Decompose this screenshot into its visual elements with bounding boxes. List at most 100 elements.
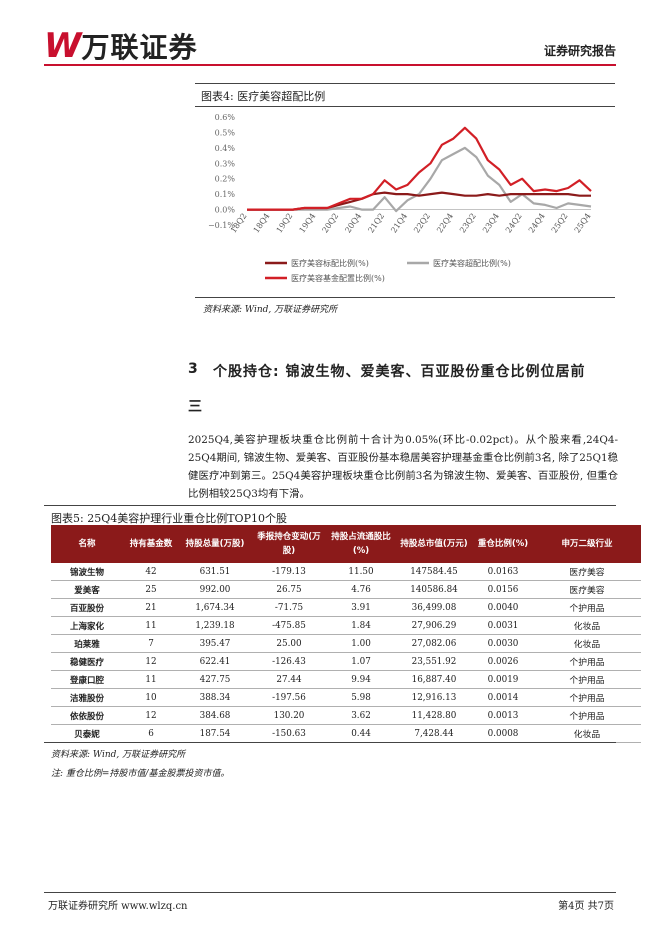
table-cell: 25.00 — [251, 634, 327, 653]
footer-org: 万联证券研究所 www.wlzq.cn — [48, 901, 188, 912]
series-line — [247, 126, 592, 211]
legend-label: 医疗美容超配比例(%) — [433, 258, 511, 268]
table-header-cell: 持股总市值(万元) — [395, 525, 473, 563]
table-cell: 个护用品 — [533, 598, 641, 617]
stock-name-cell: 珀莱雅 — [51, 634, 123, 653]
x-tick-label: 20Q2 — [320, 212, 340, 235]
x-tick-label: 24Q2 — [504, 212, 524, 235]
section-number: 3 — [188, 361, 198, 377]
y-tick-label: 0.5% — [215, 128, 236, 137]
line-chart: −0.1%0.0%0.1%0.2%0.3%0.4%0.5%0.6%18Q2 18Q… — [208, 113, 593, 283]
table-row: 稳健医疗 12 622.41 -126.43 1.07 23,551.92 0.0026 个护… — [51, 652, 641, 671]
table-cell: 个护用品 — [533, 688, 641, 707]
table-cell: 个护用品 — [533, 670, 641, 689]
table-cell: 631.51 — [179, 563, 251, 581]
table-cell: 医疗美容 — [533, 580, 641, 599]
x-tick-label: 19Q2 — [275, 212, 295, 235]
table-cell: 21 — [123, 598, 179, 617]
table-cell: 0.0156 — [473, 580, 533, 599]
table-row: 爱美客 25 992.00 26.75 4.76 140586.84 0.0156 医疗美容 — [51, 580, 641, 599]
table-cell: 0.0031 — [473, 616, 533, 635]
table-cell: 388.34 — [179, 688, 251, 707]
table-cell: 12 — [123, 706, 179, 725]
table-cell: -179.13 — [251, 563, 327, 581]
table-header-cell: 持有基金数 — [123, 525, 179, 563]
legend-label: 医疗美容基金配置比例(%) — [291, 273, 385, 283]
table-cell: -150.63 — [251, 724, 327, 743]
table-cell: 1.00 — [327, 634, 395, 653]
table-cell: 0.0013 — [473, 706, 533, 725]
table-header-cell: 申万二级行业 — [533, 525, 641, 563]
stock-name-cell: 贝泰妮 — [51, 724, 123, 743]
table-cell: 0.0014 — [473, 688, 533, 707]
table-header-cell: 持股占流通股比(%) — [327, 525, 395, 563]
table-cell: 140586.84 — [395, 580, 473, 599]
table-cell: 130.20 — [251, 706, 327, 725]
logo-mark: W — [44, 26, 81, 66]
figure5-note: 注: 重仓比例=持股市值/基金股票投资市值。 — [51, 769, 230, 779]
legend-label: 医疗美容标配比例(%) — [291, 258, 369, 268]
table-cell: 11.50 — [327, 563, 395, 581]
table-header-cell: 重仓比例(%) — [473, 525, 533, 563]
figure5-source: 资料来源: Wind, 万联证券研究所 — [51, 750, 186, 760]
table-cell: 1,674.34 — [179, 598, 251, 617]
stock-name-cell: 百亚股份 — [51, 598, 123, 617]
table-header-row: 名称 持有基金数 持股总量(万股) 季报持仓变动(万股) 持股占流通股比(%) 持股总市值… — [51, 525, 641, 563]
table-cell: 384.68 — [179, 706, 251, 725]
table-cell: 395.47 — [179, 634, 251, 653]
table-cell: 7,428.44 — [395, 724, 473, 743]
y-tick-label: 0.3% — [215, 159, 236, 168]
table-cell: 12,916.13 — [395, 688, 473, 707]
x-tick-label: 24Q4 — [527, 212, 547, 235]
x-tick-label: 18Q4 — [252, 212, 272, 235]
x-tick-label: 25Q2 — [550, 212, 570, 235]
y-tick-label: 0.2% — [215, 175, 236, 184]
figure4-title: 图表4: 医疗美容超配比例 — [201, 90, 326, 103]
stock-name-cell: 依依股份 — [51, 706, 123, 725]
table-row: 洁雅股份 10 388.34 -197.56 5.98 12,916.13 0.0014 个护… — [51, 688, 641, 707]
section-title: 个股持仓: 锦波生物、爱美客、百亚股份重仓比例位居前 — [213, 364, 586, 380]
table-cell: 147584.45 — [395, 563, 473, 581]
x-tick-label: 25Q4 — [573, 212, 593, 235]
table-cell: 36,499.08 — [395, 598, 473, 617]
table-cell: 7 — [123, 634, 179, 653]
table-cell: 1.84 — [327, 616, 395, 635]
holdings-table: 名称 持有基金数 持股总量(万股) 季报持仓变动(万股) 持股占流通股比(%) 持股总市值… — [51, 525, 641, 743]
table-cell: 26.75 — [251, 580, 327, 599]
figure4-source: 资料来源: Wind, 万联证券研究所 — [203, 305, 338, 315]
table-row: 百亚股份 21 1,674.34 -71.75 3.91 36,499.08 0.0040 个… — [51, 598, 641, 617]
table-cell: 10 — [123, 688, 179, 707]
table-cell: 27.44 — [251, 670, 327, 689]
figure4-bottom-rule — [195, 297, 615, 298]
series-line — [247, 191, 591, 211]
table-cell: 化妆品 — [533, 634, 641, 653]
table-cell: 427.75 — [179, 670, 251, 689]
table-cell: 4.76 — [327, 580, 395, 599]
stock-name-cell: 上海家化 — [51, 616, 123, 635]
x-tick-label: 21Q2 — [366, 212, 386, 235]
table-cell: -71.75 — [251, 598, 327, 617]
table-row: 锦波生物 42 631.51 -179.13 11.50 147584.45 0.0163 医… — [51, 563, 641, 581]
figure5-bottom-rule — [44, 742, 616, 743]
table-cell: 9.94 — [327, 670, 395, 689]
table-header-cell: 名称 — [51, 525, 123, 563]
table-cell: 12 — [123, 652, 179, 671]
y-tick-label: 0.1% — [215, 190, 236, 199]
table-cell: 0.0008 — [473, 724, 533, 743]
figure5-title: 图表5: 25Q4美容护理行业重仓比例TOP10个股 — [51, 512, 287, 525]
table-header-cell: 季报持仓变动(万股) — [251, 525, 327, 563]
y-tick-label: 0.0% — [215, 206, 236, 215]
table-cell: 化妆品 — [533, 724, 641, 743]
table-cell: -126.43 — [251, 652, 327, 671]
stock-name-cell: 稳健医疗 — [51, 652, 123, 671]
table-cell: 992.00 — [179, 580, 251, 599]
table-cell: 42 — [123, 563, 179, 581]
footer-divider — [44, 892, 616, 893]
logo-name: 万联证券 — [81, 31, 198, 64]
table-cell: -197.56 — [251, 688, 327, 707]
table-cell: -475.85 — [251, 616, 327, 635]
table-cell: 16,887.40 — [395, 670, 473, 689]
stock-name-cell: 爱美客 — [51, 580, 123, 599]
x-tick-label: 23Q2 — [458, 212, 478, 235]
report-type-label: 证券研究报告 — [543, 44, 616, 58]
